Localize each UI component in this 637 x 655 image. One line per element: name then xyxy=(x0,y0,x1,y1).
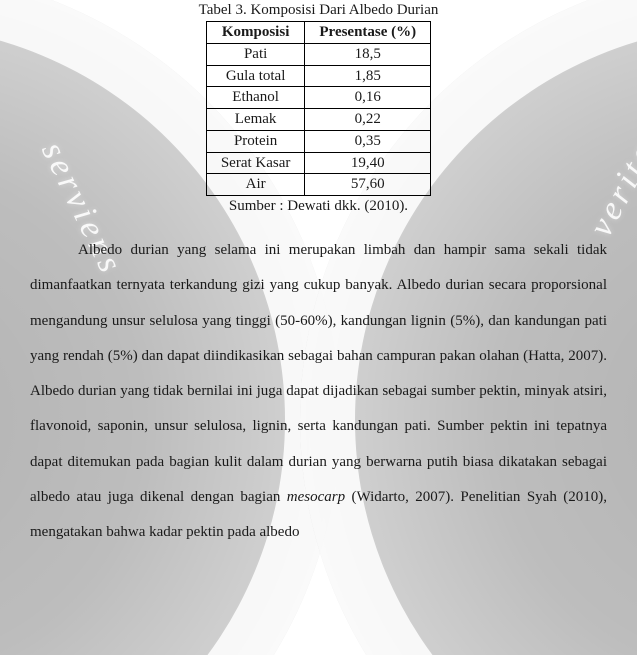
table-source: Sumber : Dewati dkk. (2010). xyxy=(30,198,607,215)
table-cell: 57,60 xyxy=(305,174,431,196)
table-row: Pati 18,5 xyxy=(206,43,430,65)
table-row: Protein 0,35 xyxy=(206,130,430,152)
table-row: Air 57,60 xyxy=(206,174,430,196)
table-row: Gula total 1,85 xyxy=(206,65,430,87)
table-header-row: Komposisi Presentase (%) xyxy=(206,22,430,44)
table-cell: Serat Kasar xyxy=(206,152,305,174)
table-row: Ethanol 0,16 xyxy=(206,87,430,109)
table-cell: 0,16 xyxy=(305,87,431,109)
body-paragraph: Albedo durian yang selama ini merupakan … xyxy=(30,233,607,550)
table-header-cell: Komposisi xyxy=(206,22,305,44)
table-cell: 0,22 xyxy=(305,109,431,131)
page-content: Tabel 3. Komposisi Dari Albedo Durian Ko… xyxy=(0,0,637,550)
table-cell: Ethanol xyxy=(206,87,305,109)
table-caption: Tabel 3. Komposisi Dari Albedo Durian xyxy=(30,2,607,19)
italic-term: mesocarp xyxy=(287,489,345,505)
table-cell: Protein xyxy=(206,130,305,152)
table-cell: Gula total xyxy=(206,65,305,87)
table-cell: 0,35 xyxy=(305,130,431,152)
table-cell: Lemak xyxy=(206,109,305,131)
table-cell: Air xyxy=(206,174,305,196)
table-cell: Pati xyxy=(206,43,305,65)
table-row: Lemak 0,22 xyxy=(206,109,430,131)
paragraph-text-1: Albedo durian yang selama ini merupakan … xyxy=(30,242,607,505)
composition-table: Komposisi Presentase (%) Pati 18,5 Gula … xyxy=(206,21,431,196)
table-cell: 1,85 xyxy=(305,65,431,87)
table-header-cell: Presentase (%) xyxy=(305,22,431,44)
table-cell: 18,5 xyxy=(305,43,431,65)
table-cell: 19,40 xyxy=(305,152,431,174)
table-row: Serat Kasar 19,40 xyxy=(206,152,430,174)
